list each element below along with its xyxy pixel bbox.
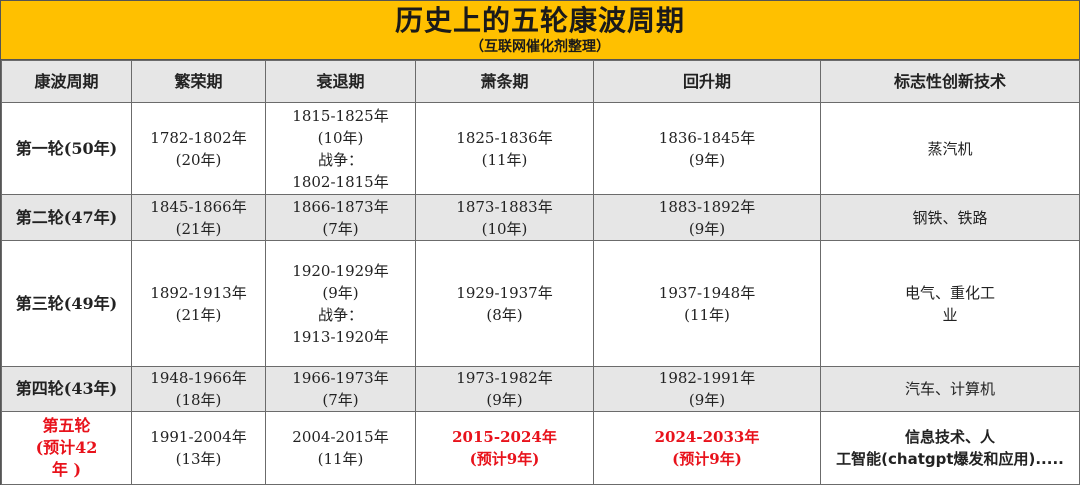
header-recession: 衰退期 [265,60,416,103]
table-row: 第五轮 (预计42 年 ) 1991-2004年 (13年) 2004-2015… [1,411,1080,485]
depression-cell: 1825-1836年 (11年) [415,102,594,195]
cycle-label: 第三轮(49年) [1,240,132,367]
technology-cell: 汽车、计算机 [820,366,1080,412]
recession-cell: 1966-1973年 (7年) [265,366,416,412]
technology-cell: 信息技术、人 工智能(chatgpt爆发和应用)..... [820,411,1080,485]
title-band: 历史上的五轮康波周期 （互联网催化剂整理） [1,1,1079,60]
header-depression: 萧条期 [415,60,594,103]
table-subtitle: （互联网催化剂整理） [470,39,610,55]
header-row: 康波周期 繁荣期 衰退期 萧条期 回升期 标志性创新技术 [1,60,1080,103]
technology-line-1: 信息技术、人 [904,428,995,446]
recession-cell: 2004-2015年 (11年) [265,411,416,485]
technology-cell: 钢铁、铁路 [820,194,1080,241]
technology-cell: 电气、重化工 业 [820,240,1080,367]
table-row: 第三轮(49年) 1892-1913年 (21年) 1920-1929年 (9年… [1,240,1080,367]
recovery-cell: 1982-1991年 (9年) [593,366,821,412]
recession-cell: 1866-1873年 (7年) [265,194,416,241]
prosperity-cell: 1782-1802年 (20年) [131,102,266,195]
technology-line-2: 工智能(chatgpt爆发和应用)..... [836,450,1064,468]
prosperity-cell: 1948-1966年 (18年) [131,366,266,412]
prosperity-cell: 1845-1866年 (21年) [131,194,266,241]
technology-cell: 蒸汽机 [820,102,1080,195]
cycle-label: 第五轮 (预计42 年 ) [1,411,132,485]
recession-cell: 1920-1929年 (9年) 战争： 1913-1920年 [265,240,416,367]
recovery-cell: 2024-2033年 (预计9年) [593,411,821,485]
prosperity-cell: 1991-2004年 (13年) [131,411,266,485]
header-technology: 标志性创新技术 [820,60,1080,103]
cycle-label: 第四轮(43年) [1,366,132,412]
recovery-cell: 1836-1845年 (9年) [593,102,821,195]
table-row: 第一轮(50年) 1782-1802年 (20年) 1815-1825年 (10… [1,102,1080,195]
cycle-label: 第一轮(50年) [1,102,132,195]
cycles-table: 康波周期 繁荣期 衰退期 萧条期 回升期 标志性创新技术 第一轮(50年) 17… [1,60,1080,485]
table-row: 第二轮(47年) 1845-1866年 (21年) 1866-1873年 (7年… [1,194,1080,241]
header-prosperity: 繁荣期 [131,60,266,103]
depression-cell: 1973-1982年 (9年) [415,366,594,412]
recovery-cell: 1883-1892年 (9年) [593,194,821,241]
prosperity-cell: 1892-1913年 (21年) [131,240,266,367]
depression-cell: 1929-1937年 (8年) [415,240,594,367]
header-cycle: 康波周期 [1,60,132,103]
depression-cell: 1873-1883年 (10年) [415,194,594,241]
table-title: 历史上的五轮康波周期 [394,4,685,37]
table-row: 第四轮(43年) 1948-1966年 (18年) 1966-1973年 (7年… [1,366,1080,412]
recovery-cell: 1937-1948年 (11年) [593,240,821,367]
recession-cell: 1815-1825年 (10年) 战争： 1802-1815年 [265,102,416,195]
depression-cell: 2015-2024年 (预计9年) [415,411,594,485]
header-recovery: 回升期 [593,60,821,103]
cycle-label: 第二轮(47年) [1,194,132,241]
